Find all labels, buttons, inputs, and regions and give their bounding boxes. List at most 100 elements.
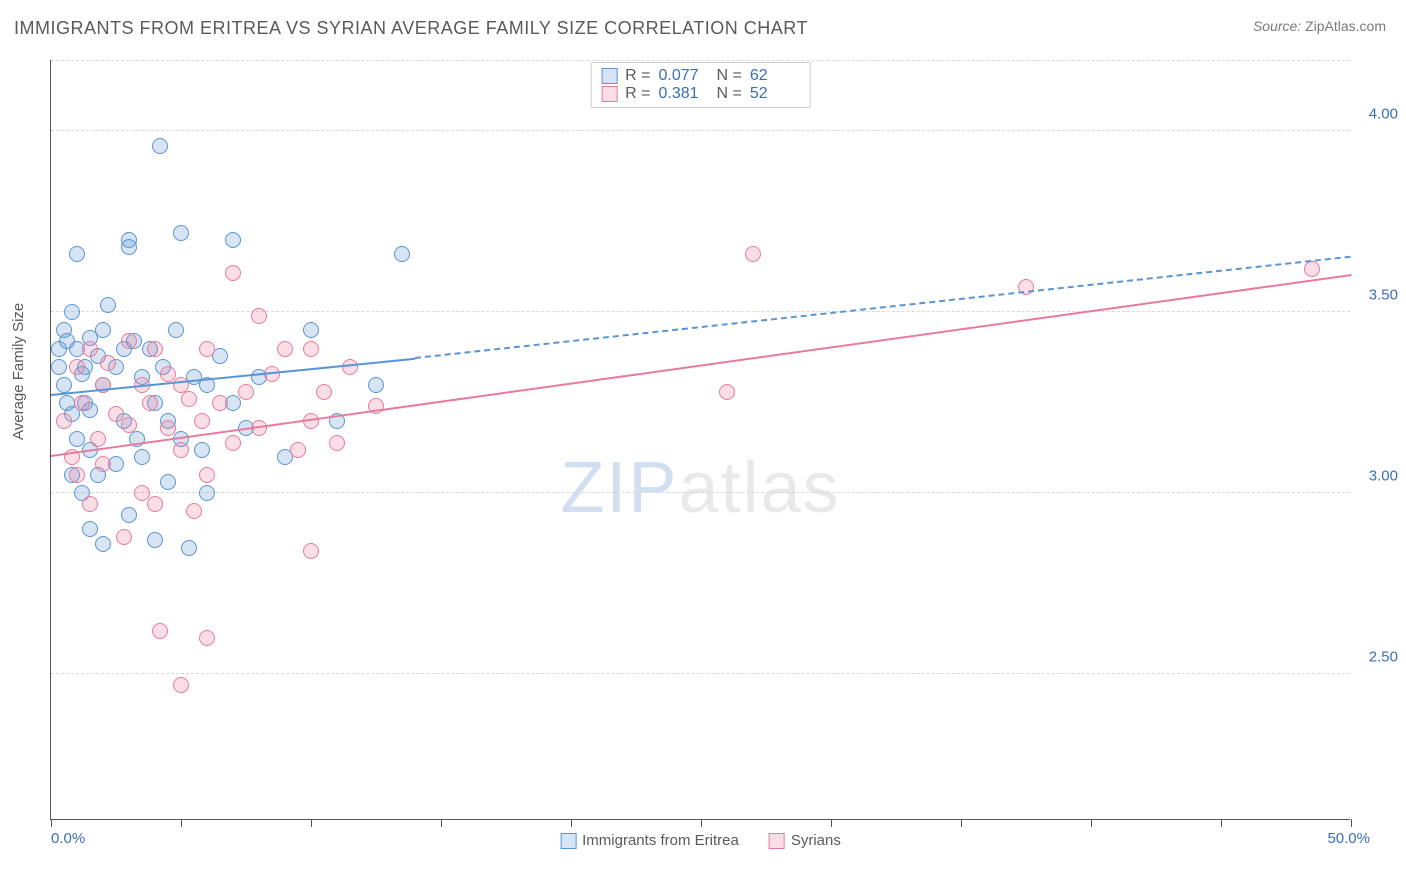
x-tick bbox=[181, 819, 182, 827]
stats-legend-box: R =0.077N =62R =0.381N =52 bbox=[590, 62, 811, 108]
scatter-point-syrians bbox=[69, 359, 85, 375]
gridline-h bbox=[51, 673, 1350, 674]
scatter-point-eritrea bbox=[368, 377, 384, 393]
scatter-point-eritrea bbox=[225, 232, 241, 248]
scatter-point-eritrea bbox=[51, 359, 67, 375]
scatter-point-syrians bbox=[100, 355, 116, 371]
source-attribution: Source: ZipAtlas.com bbox=[1253, 18, 1386, 34]
scatter-point-syrians bbox=[160, 420, 176, 436]
source-label: Source: bbox=[1253, 18, 1301, 34]
scatter-point-eritrea bbox=[64, 304, 80, 320]
x-tick bbox=[961, 819, 962, 827]
scatter-point-syrians bbox=[238, 384, 254, 400]
scatter-point-eritrea bbox=[199, 485, 215, 501]
x-tick bbox=[571, 819, 572, 827]
scatter-point-syrians bbox=[303, 341, 319, 357]
scatter-point-eritrea bbox=[134, 449, 150, 465]
scatter-point-syrians bbox=[1304, 261, 1320, 277]
scatter-point-syrians bbox=[719, 384, 735, 400]
scatter-point-eritrea bbox=[121, 507, 137, 523]
scatter-point-syrians bbox=[212, 395, 228, 411]
stats-r-label: R = bbox=[625, 67, 650, 85]
stats-n-label: N = bbox=[717, 85, 742, 103]
scatter-point-syrians bbox=[186, 503, 202, 519]
stats-swatch-icon bbox=[601, 86, 617, 102]
x-tick bbox=[51, 819, 52, 827]
gridline-h bbox=[51, 492, 1350, 493]
x-tick bbox=[1091, 819, 1092, 827]
x-tick bbox=[1221, 819, 1222, 827]
scatter-point-eritrea bbox=[121, 232, 137, 248]
stats-r-value: 0.077 bbox=[659, 67, 709, 85]
legend-swatch-icon bbox=[560, 833, 576, 849]
scatter-point-eritrea bbox=[194, 442, 210, 458]
gridline-h bbox=[51, 130, 1350, 131]
scatter-point-eritrea bbox=[394, 246, 410, 262]
legend-label: Syrians bbox=[791, 832, 841, 849]
chart-container: IMMIGRANTS FROM ERITREA VS SYRIAN AVERAG… bbox=[0, 0, 1406, 892]
scatter-point-eritrea bbox=[100, 297, 116, 313]
scatter-point-syrians bbox=[147, 341, 163, 357]
legend-bottom: Immigrants from Eritrea Syrians bbox=[560, 832, 841, 849]
scatter-point-eritrea bbox=[152, 138, 168, 154]
stats-n-value: 52 bbox=[750, 85, 800, 103]
scatter-point-syrians bbox=[74, 395, 90, 411]
plot-area: ZIPatlas R =0.077N =62R =0.381N =52 0.0%… bbox=[50, 60, 1350, 820]
legend-item-syrians: Syrians bbox=[769, 832, 841, 849]
x-tick bbox=[701, 819, 702, 827]
x-tick bbox=[831, 819, 832, 827]
scatter-point-syrians bbox=[225, 435, 241, 451]
scatter-point-syrians bbox=[316, 384, 332, 400]
y-axis-label: Average Family Size bbox=[10, 303, 27, 440]
chart-title: IMMIGRANTS FROM ERITREA VS SYRIAN AVERAG… bbox=[14, 18, 808, 39]
scatter-point-syrians bbox=[225, 265, 241, 281]
stats-swatch-icon bbox=[601, 68, 617, 84]
scatter-point-syrians bbox=[745, 246, 761, 262]
scatter-point-eritrea bbox=[173, 225, 189, 241]
scatter-point-eritrea bbox=[147, 532, 163, 548]
scatter-point-syrians bbox=[121, 333, 137, 349]
legend-label: Immigrants from Eritrea bbox=[582, 832, 739, 849]
scatter-point-syrians bbox=[142, 395, 158, 411]
scatter-point-eritrea bbox=[181, 540, 197, 556]
scatter-point-syrians bbox=[90, 431, 106, 447]
scatter-point-syrians bbox=[173, 677, 189, 693]
scatter-point-syrians bbox=[199, 341, 215, 357]
scatter-point-eritrea bbox=[303, 322, 319, 338]
scatter-point-syrians bbox=[56, 413, 72, 429]
x-tick bbox=[311, 819, 312, 827]
scatter-point-syrians bbox=[290, 442, 306, 458]
legend-item-eritrea: Immigrants from Eritrea bbox=[560, 832, 739, 849]
x-axis-min-label: 0.0% bbox=[51, 830, 85, 847]
stats-r-value: 0.381 bbox=[659, 85, 709, 103]
source-name: ZipAtlas.com bbox=[1305, 18, 1386, 34]
scatter-point-syrians bbox=[194, 413, 210, 429]
scatter-point-syrians bbox=[329, 435, 345, 451]
scatter-point-syrians bbox=[199, 467, 215, 483]
legend-swatch-icon bbox=[769, 833, 785, 849]
scatter-point-eritrea bbox=[56, 377, 72, 393]
trend-line bbox=[415, 256, 1351, 359]
scatter-point-eritrea bbox=[168, 322, 184, 338]
scatter-point-syrians bbox=[82, 496, 98, 512]
scatter-point-syrians bbox=[147, 496, 163, 512]
y-tick-label: 3.00 bbox=[1369, 468, 1398, 485]
scatter-point-syrians bbox=[82, 341, 98, 357]
scatter-point-eritrea bbox=[160, 474, 176, 490]
y-tick-label: 4.00 bbox=[1369, 106, 1398, 123]
scatter-point-syrians bbox=[95, 456, 111, 472]
x-tick bbox=[441, 819, 442, 827]
trend-line bbox=[51, 274, 1351, 457]
scatter-point-eritrea bbox=[95, 536, 111, 552]
gridline-h bbox=[51, 311, 1350, 312]
watermark: ZIPatlas bbox=[560, 447, 840, 529]
x-axis-max-label: 50.0% bbox=[1327, 830, 1370, 847]
scatter-point-syrians bbox=[303, 543, 319, 559]
gridline-h bbox=[51, 60, 1350, 61]
stats-r-label: R = bbox=[625, 85, 650, 103]
stats-n-label: N = bbox=[717, 67, 742, 85]
stats-row-eritrea: R =0.077N =62 bbox=[601, 67, 800, 85]
scatter-point-eritrea bbox=[69, 246, 85, 262]
scatter-point-syrians bbox=[251, 308, 267, 324]
y-tick-label: 3.50 bbox=[1369, 287, 1398, 304]
